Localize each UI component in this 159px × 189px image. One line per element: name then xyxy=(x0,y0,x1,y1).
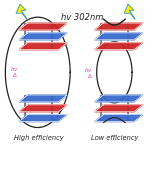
Text: $\Delta$: $\Delta$ xyxy=(87,72,93,80)
Polygon shape xyxy=(16,4,27,19)
Polygon shape xyxy=(19,95,67,102)
Polygon shape xyxy=(95,23,143,30)
Polygon shape xyxy=(19,43,67,50)
Polygon shape xyxy=(95,115,143,122)
Text: $\Delta$: $\Delta$ xyxy=(12,71,18,79)
Text: High efficiency: High efficiency xyxy=(14,135,64,141)
Polygon shape xyxy=(95,33,143,40)
Text: $h\nu$: $h\nu$ xyxy=(84,66,93,74)
Polygon shape xyxy=(95,43,143,50)
Text: $h\nu$: $h\nu$ xyxy=(10,65,18,73)
Polygon shape xyxy=(95,95,143,102)
Polygon shape xyxy=(19,115,67,122)
Polygon shape xyxy=(95,105,143,112)
Text: hv 302nm: hv 302nm xyxy=(61,13,103,22)
Polygon shape xyxy=(19,105,67,112)
Polygon shape xyxy=(124,4,135,19)
Polygon shape xyxy=(19,33,67,40)
Text: Low efficiency: Low efficiency xyxy=(91,135,138,141)
Polygon shape xyxy=(19,23,67,30)
